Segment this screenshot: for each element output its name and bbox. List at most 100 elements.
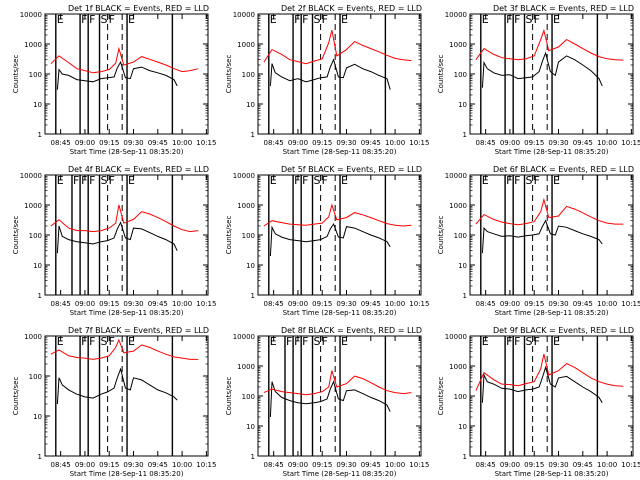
chart-panel: Det 8f BLACK = Events, RED = LLD 1 10 100 10… [225, 326, 429, 478]
x-tick-label: 09:45 [361, 300, 381, 308]
interval-marker-label: S [101, 174, 108, 187]
x-tick-label: 09:45 [148, 461, 168, 469]
interval-marker-label: F [294, 13, 300, 26]
y-tick-label: 1000 [237, 202, 255, 210]
x-tick-label: 08:45 [476, 139, 496, 147]
x-tick-label: 09:30 [336, 461, 356, 469]
y-tick-label: 1000 [449, 202, 467, 210]
x-tick-label: 10:00 [172, 139, 192, 147]
chart-panel: Det 5f BLACK = Events, RED = LLD 1 10 100 10… [225, 165, 429, 317]
x-tick-label: 09:45 [361, 461, 381, 469]
x-tick-label: 09:00 [75, 461, 95, 469]
interval-marker-label: F [89, 13, 95, 26]
y-tick-label: 10000 [233, 11, 255, 19]
chart-title: Det 3f BLACK = Events, RED = LLD [493, 4, 634, 13]
chart-title: Det 2f BLACK = Events, RED = LLD [281, 4, 422, 13]
interval-marker-label: F [506, 335, 512, 348]
interval-marker-label: F [302, 335, 308, 348]
interval-marker-label: E [341, 335, 348, 348]
y-tick-label: 10 [458, 101, 467, 109]
x-axis-label: Start Time (28-Sep-11 08:35:20) [495, 309, 609, 317]
y-tick-label: 10000 [233, 172, 255, 180]
x-axis-label: Start Time (28-Sep-11 08:35:20) [495, 148, 609, 156]
chart-title: Det 6f BLACK = Events, RED = LLD [493, 165, 634, 174]
y-axis-label: Counts/sec [225, 55, 233, 94]
x-tick-label: 09:30 [123, 139, 143, 147]
x-tick-label: 09:00 [288, 300, 308, 308]
x-tick-label: 09:45 [148, 300, 168, 308]
y-tick-label: 1000 [237, 41, 255, 49]
interval-marker-label: F [514, 13, 520, 26]
interval-marker-label: F [534, 335, 540, 348]
y-axis-label: Counts/sec [437, 55, 445, 94]
y-tick-label: 10 [246, 101, 255, 109]
x-tick-label: 10:00 [172, 461, 192, 469]
y-tick-label: 1 [251, 453, 255, 461]
series-line-lld [263, 370, 412, 396]
y-axis-label: Counts/sec [12, 377, 20, 416]
series-line-events [481, 51, 603, 88]
chart-panel: Det 2f BLACK = Events, RED = LLD 1 10 100 10… [225, 4, 429, 156]
y-tick-label: 100 [29, 232, 42, 240]
y-tick-label: 100 [29, 373, 42, 381]
y-tick-label: 10 [246, 423, 255, 431]
y-tick-label: 10 [33, 101, 42, 109]
interval-marker-label: E [128, 335, 135, 348]
y-tick-label: 1000 [449, 363, 467, 371]
y-tick-label: 100 [454, 232, 467, 240]
chart-title: Det 8f BLACK = Events, RED = LLD [281, 326, 422, 335]
interval-marker-label: F [514, 335, 520, 348]
y-tick-label: 10000 [20, 172, 42, 180]
x-tick-label: 10:15 [409, 300, 429, 308]
interval-marker-label: F [81, 174, 87, 187]
x-tick-label: 09:15 [312, 139, 332, 147]
y-axis-label: Counts/sec [225, 216, 233, 255]
interval-marker-label: E [57, 13, 64, 26]
y-tick-label: 1 [38, 131, 42, 139]
y-tick-label: 10 [458, 423, 467, 431]
x-tick-label: 10:00 [172, 300, 192, 308]
x-axis-label: Start Time (28-Sep-11 08:35:20) [283, 309, 397, 317]
interval-marker-label: S [101, 335, 108, 348]
y-tick-label: 10 [33, 262, 42, 270]
x-axis-label: Start Time (28-Sep-11 08:35:20) [495, 470, 609, 478]
x-axis-label: Start Time (28-Sep-11 08:35:20) [283, 470, 397, 478]
y-tick-label: 1000 [24, 202, 42, 210]
interval-marker-label: F [322, 13, 328, 26]
x-tick-label: 09:15 [312, 300, 332, 308]
x-tick-label: 09:00 [288, 461, 308, 469]
x-tick-label: 09:45 [573, 461, 593, 469]
x-tick-label: 08:45 [51, 300, 71, 308]
x-tick-label: 09:30 [548, 300, 568, 308]
y-tick-label: 1000 [449, 41, 467, 49]
x-tick-label: 08:45 [51, 461, 71, 469]
x-tick-label: 10:00 [385, 300, 405, 308]
y-tick-label: 10000 [445, 11, 467, 19]
y-tick-label: 1 [38, 292, 42, 300]
x-tick-label: 09:15 [524, 139, 544, 147]
interval-marker-label: E [553, 13, 560, 26]
interval-marker-label: F [506, 13, 512, 26]
y-tick-label: 1 [251, 131, 255, 139]
x-tick-label: 09:15 [99, 139, 119, 147]
x-tick-label: 09:30 [336, 300, 356, 308]
x-tick-label: 09:15 [524, 300, 544, 308]
chart-title: Det 7f BLACK = Events, RED = LLD [68, 326, 209, 335]
interval-marker-label: F [322, 335, 328, 348]
series-line-lld [50, 204, 199, 233]
y-axis-label: Counts/sec [12, 55, 20, 94]
series-line-events [481, 365, 603, 403]
x-tick-label: 09:15 [524, 461, 544, 469]
series-line-events [269, 223, 391, 257]
x-tick-label: 10:15 [196, 461, 216, 469]
y-tick-label: 10000 [445, 172, 467, 180]
series-line-events [269, 380, 391, 418]
y-axis-label: Counts/sec [437, 216, 445, 255]
interval-marker-label: S [526, 335, 533, 348]
chart-panel: Det 3f BLACK = Events, RED = LLD 1 10 100 10… [437, 4, 640, 156]
x-tick-label: 09:15 [99, 461, 119, 469]
interval-marker-label: F [294, 174, 300, 187]
x-tick-label: 09:45 [573, 139, 593, 147]
y-tick-label: 1000 [24, 41, 42, 49]
